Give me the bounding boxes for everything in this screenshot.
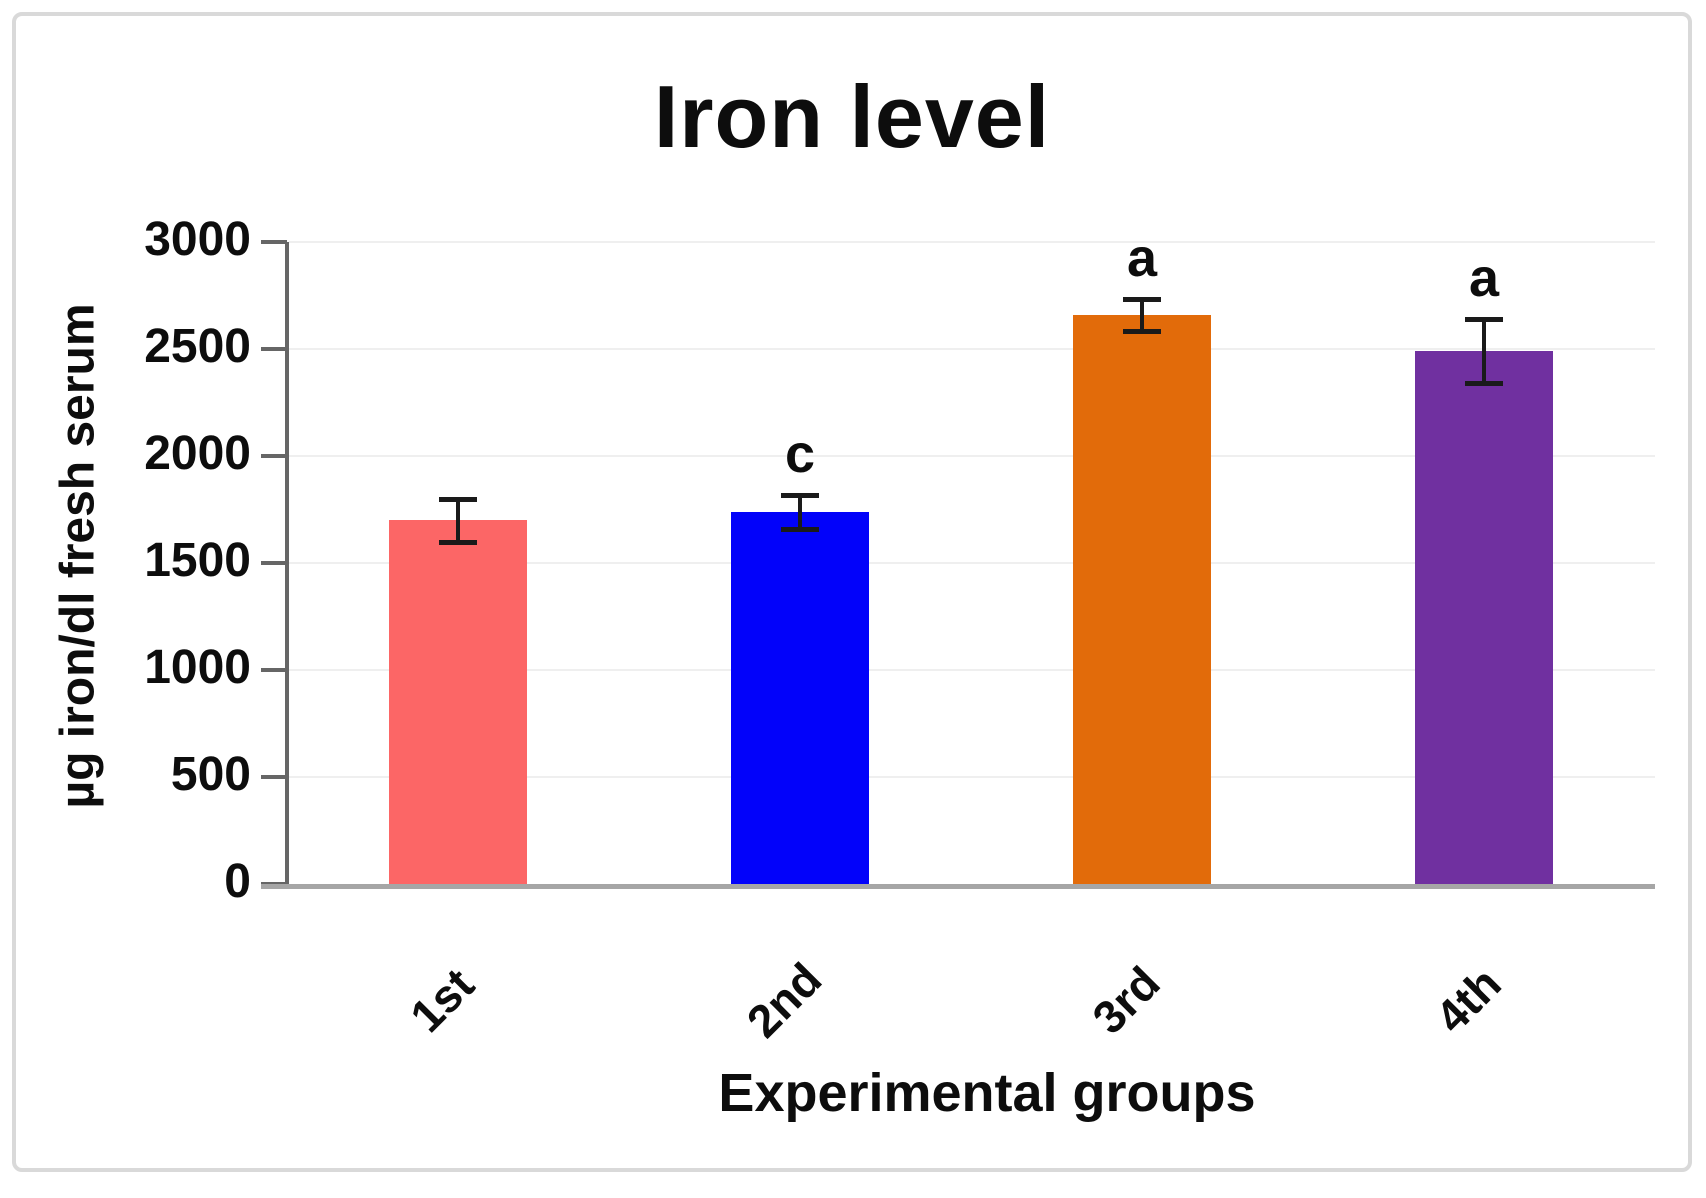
error-bar-2nd [798,494,802,529]
significance-label-3rd: a [1126,227,1158,288]
error-bar-4th [1482,319,1486,384]
y-tick-mark [261,561,287,565]
y-tick-label: 2500 [144,320,251,373]
gridline [289,669,1655,671]
y-tick-label: 1500 [144,534,251,587]
error-bar-cap-top [439,496,477,502]
chart-title: Iron level [653,67,1051,166]
error-bar-cap-bottom [1123,328,1161,334]
x-axis-title: Experimental groups [718,1063,1256,1123]
x-tick-label-1st: 1st [400,958,484,1042]
y-axis-line [285,242,289,888]
x-tick-label-4th: 4th [1425,957,1511,1043]
y-tick-mark [261,668,287,672]
error-bar-cap-top [781,492,819,498]
bar-3rd [1073,314,1211,884]
error-bar-cap-top [1465,317,1503,323]
gridline [289,776,1655,778]
gridline [289,348,1655,350]
bar-4th [1415,351,1553,884]
x-axis-line [261,884,1655,889]
y-tick-label: 2000 [144,427,251,480]
significance-label-4th: a [1468,248,1500,309]
y-tick-label: 0 [224,855,251,908]
error-bar-3rd [1140,298,1144,331]
gridline [289,241,1655,243]
y-tick-mark [261,240,287,244]
error-bar-1st [456,498,460,542]
error-bar-cap-bottom [439,539,477,545]
y-tick-mark [261,347,287,351]
y-tick-label: 1000 [144,641,251,694]
y-tick-mark [261,454,287,458]
gridline [289,455,1655,457]
error-bar-cap-bottom [1465,381,1503,387]
bar-1st [389,520,527,884]
error-bar-cap-bottom [781,526,819,532]
y-tick-mark [261,775,287,779]
x-tick-label-2nd: 2nd [736,952,832,1048]
y-tick-label: 500 [170,748,251,801]
significance-label-2nd: c [784,423,816,484]
bar-2nd [731,511,869,884]
chart-frame: Iron level µg iron/dl fresh serum 0 500 10… [12,12,1692,1172]
y-tick-label: 3000 [144,213,251,266]
error-bar-cap-top [1123,296,1161,302]
x-tick-label-3rd: 3rd [1082,956,1170,1044]
gridline [289,562,1655,564]
